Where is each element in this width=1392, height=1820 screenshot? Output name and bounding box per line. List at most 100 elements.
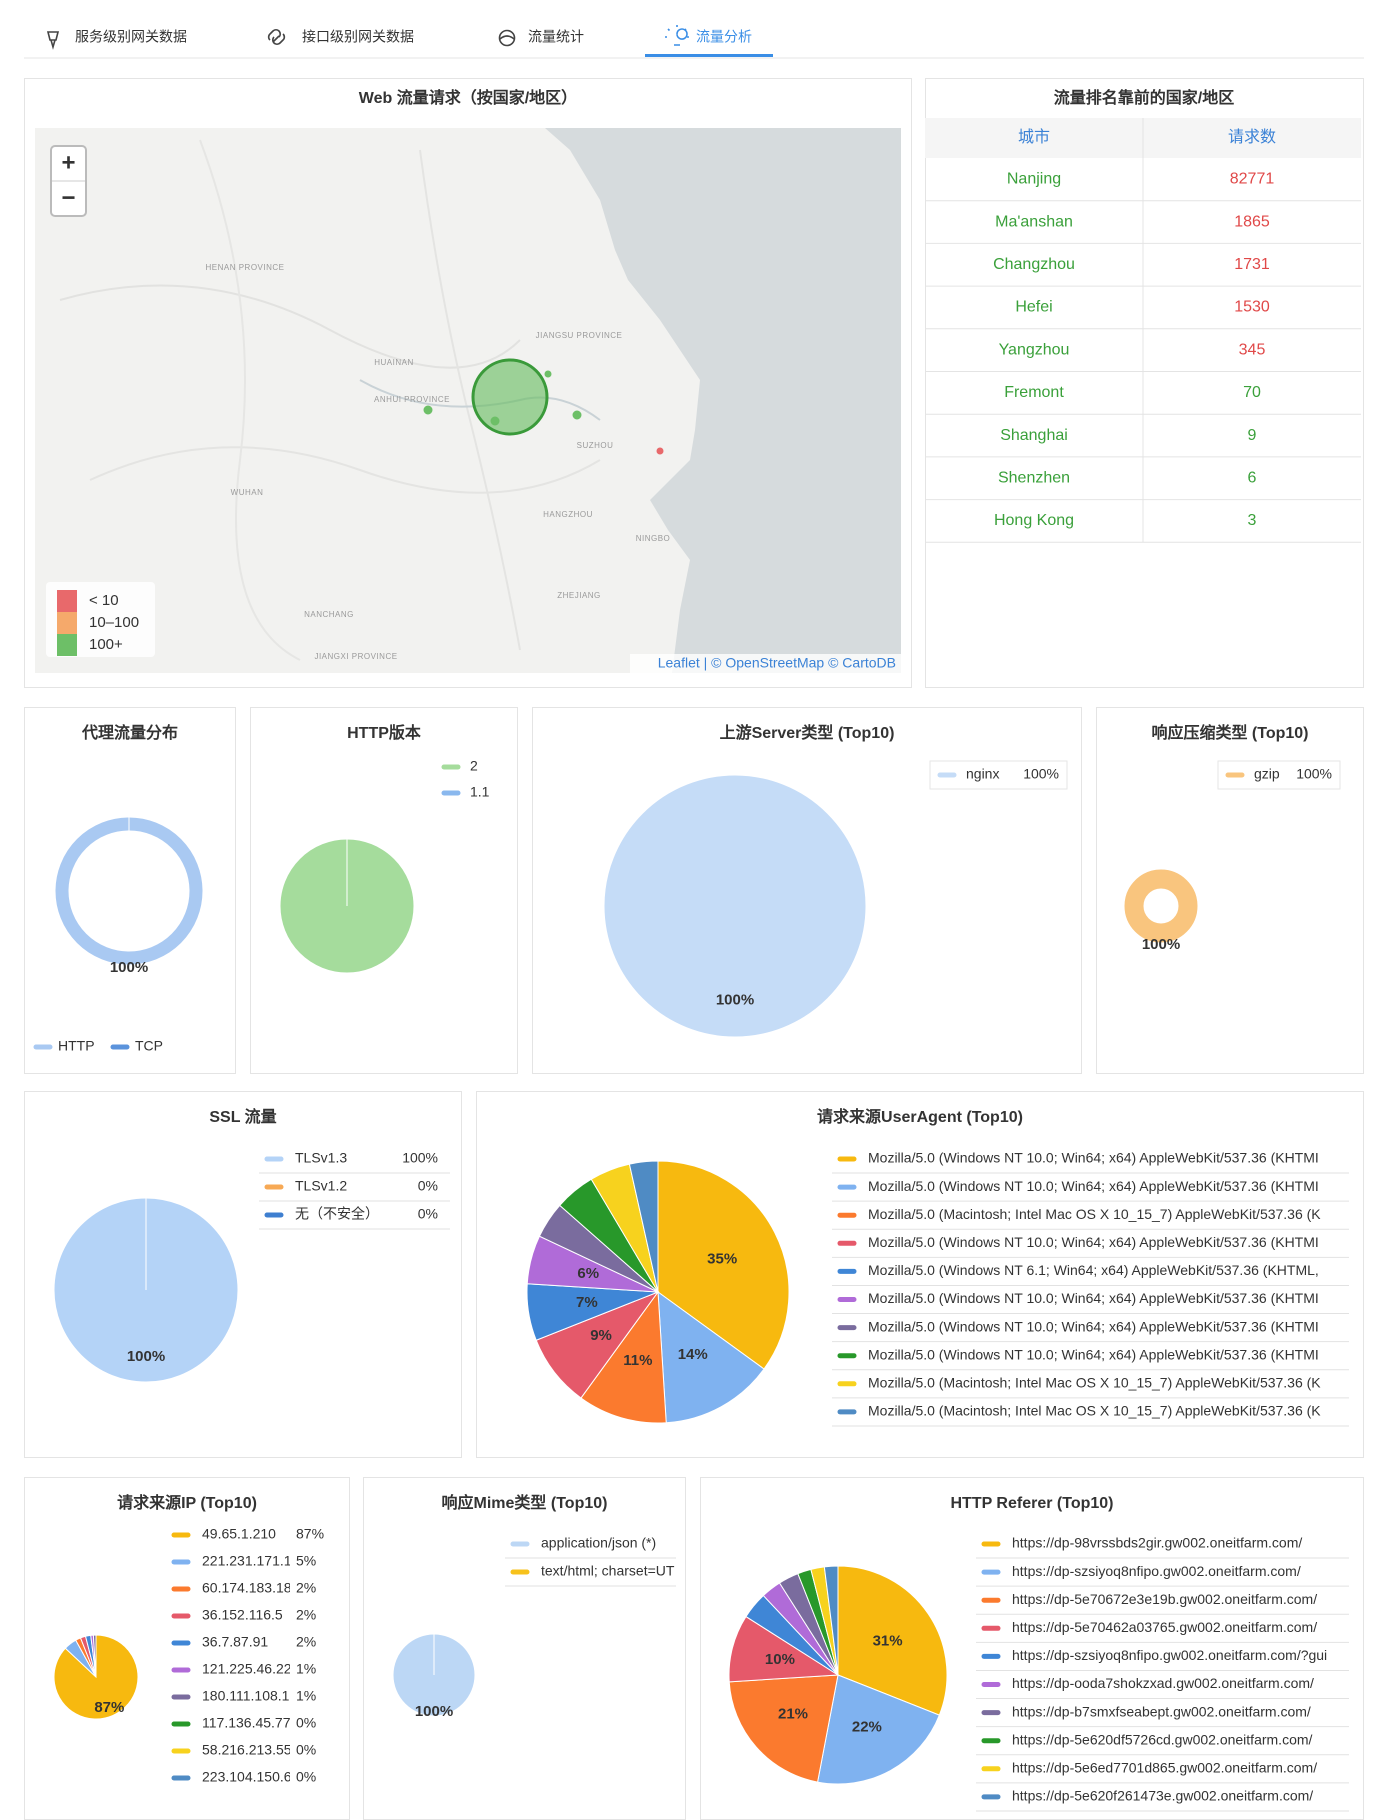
legend-label: Mozilla/5.0 (Windows NT 10.0; Win64; x64…	[868, 1290, 1319, 1306]
legend-value: 0%	[418, 1206, 438, 1222]
legend-label: 无（不安全）	[295, 1206, 379, 1222]
tab[interactable]: 流量分析	[696, 29, 752, 45]
map-marker[interactable]	[656, 447, 664, 455]
legend-label: Mozilla/5.0 (Macintosh; Intel Mac OS X 1…	[868, 1206, 1321, 1222]
table-title: 流量排名靠前的国家/地区	[1054, 88, 1234, 107]
slice-label: 14%	[678, 1346, 708, 1363]
table-cell-count: 9	[1248, 427, 1257, 444]
pie-slice	[837, 1565, 948, 1716]
slice-label: 100%	[127, 1348, 165, 1365]
legend-label: 36.152.116.5	[202, 1607, 283, 1623]
legend-label: 36.7.87.91	[202, 1634, 268, 1650]
map-marker[interactable]	[490, 416, 500, 426]
legend-label: https://dp-5e70462a03765.gw002.oneitfarm…	[1012, 1619, 1317, 1635]
legend-value: 0%	[296, 1715, 316, 1731]
pie-slice	[628, 1160, 659, 1293]
pie-slice	[603, 774, 867, 1038]
slice-label: 10%	[765, 1651, 795, 1668]
legend-value: 100%	[1296, 766, 1332, 782]
slice-label: 11%	[623, 1352, 652, 1369]
legend-label: Mozilla/5.0 (Windows NT 6.1; Win64; x64)…	[868, 1262, 1319, 1278]
map-place-label: NANCHANG	[304, 610, 354, 619]
map-sea	[545, 128, 901, 673]
legend-label: Mozilla/5.0 (Windows NT 10.0; Win64; x64…	[868, 1346, 1319, 1362]
legend-label: 117.136.45.77	[202, 1715, 291, 1731]
legend-label: 221.231.171.183	[202, 1553, 307, 1569]
legend-value: 100%	[402, 1150, 438, 1166]
tab[interactable]: 接口级别网关数据	[302, 29, 414, 45]
legend-value: 2%	[296, 1580, 316, 1596]
icon-stats-wave	[499, 35, 515, 40]
legend-value: 0%	[418, 1178, 438, 1194]
pie-slice	[823, 1565, 839, 1676]
map-marker[interactable]	[544, 370, 552, 378]
legend-label: Mozilla/5.0 (Windows NT 10.0; Win64; x64…	[868, 1234, 1319, 1250]
legend-label: TLSv1.2	[295, 1178, 347, 1194]
legend-label: gzip	[1254, 766, 1280, 782]
map-legend-swatch	[57, 634, 77, 656]
legend-label: https://dp-szsiyoq8nfipo.gw002.oneitfarm…	[1012, 1647, 1327, 1663]
map-marker[interactable]	[423, 405, 433, 415]
active-tab-underline	[645, 54, 773, 57]
legend-value: 2%	[296, 1634, 316, 1650]
legend-label: https://dp-5e6ed7701d865.gw002.oneitfarm…	[1012, 1760, 1317, 1776]
legend-value: 2%	[296, 1607, 316, 1623]
legend-value: 1%	[296, 1661, 316, 1677]
table-cell-count: 1530	[1234, 299, 1270, 316]
map-attribution: Leaflet | © OpenStreetMap © CartoDB	[658, 655, 896, 671]
tab[interactable]: 流量统计	[528, 29, 584, 45]
zoom-button[interactable]: +	[61, 149, 75, 176]
map-place-label: NINGBO	[636, 534, 671, 543]
legend-label: Mozilla/5.0 (Windows NT 10.0; Win64; x64…	[868, 1178, 1319, 1194]
slice-label: 21%	[778, 1706, 808, 1723]
legend-label: Mozilla/5.0 (Macintosh; Intel Mac OS X 1…	[868, 1375, 1321, 1391]
legend-label: text/html; charset=UT	[541, 1563, 675, 1579]
pie-slice	[657, 1290, 765, 1424]
legend-label: application/json (*)	[541, 1535, 656, 1551]
legend-label: 1.1	[470, 784, 490, 800]
chart-title: 请求来源UserAgent (Top10)	[817, 1107, 1023, 1126]
slice-label: 9%	[590, 1327, 612, 1344]
table-cell-city: Changzhou	[993, 256, 1075, 273]
legend-label: HTTP	[58, 1038, 95, 1054]
map-feature	[89, 446, 601, 494]
pie-slice	[728, 1674, 839, 1783]
map-attribution-bg	[630, 654, 901, 673]
table-cell-city: Ma'anshan	[995, 213, 1073, 230]
tab[interactable]: 服务级别网关数据	[75, 29, 187, 45]
table-cell-city: Yangzhou	[999, 341, 1070, 358]
pie-slice	[54, 816, 204, 966]
map-feature	[419, 149, 521, 651]
icon-analysis	[665, 25, 689, 46]
chart-title: HTTP Referer (Top10)	[951, 1495, 1114, 1512]
table-cell-count: 1865	[1234, 213, 1270, 230]
legend-label: https://dp-98vrssbds2gir.gw002.oneitfarm…	[1012, 1535, 1302, 1551]
legend-value: 1%	[296, 1688, 316, 1704]
table-cell-count: 6	[1248, 469, 1257, 486]
table-cell-count: 345	[1239, 341, 1266, 358]
legend-label: nginx	[966, 766, 999, 782]
map-feature	[59, 284, 521, 369]
legend-label: https://dp-ooda7shokzxad.gw002.oneitfarm…	[1012, 1675, 1314, 1691]
map-legend-label: < 10	[89, 592, 119, 609]
map-marker[interactable]	[572, 410, 582, 420]
legend-label: https://dp-b7smxfseabept.gw002.oneitfarm…	[1012, 1703, 1311, 1719]
table-cell-count: 70	[1243, 384, 1261, 401]
pie-slice	[816, 1674, 940, 1785]
legend-value: 5%	[296, 1553, 316, 1569]
slice-label: 35%	[707, 1250, 737, 1267]
table-cell-city: Hong Kong	[994, 512, 1074, 529]
legend-label: 223.104.150.64	[202, 1769, 300, 1785]
zoom-button[interactable]: −	[61, 184, 75, 211]
slice-label: 100%	[1142, 936, 1180, 953]
map-legend-label: 100+	[89, 636, 123, 653]
legend-label: 121.225.46.227	[202, 1661, 300, 1677]
chart-title: 代理流量分布	[81, 723, 178, 742]
slice-label: 31%	[873, 1632, 903, 1649]
icon-link	[267, 28, 286, 46]
table-header-cell: 请求数	[1228, 128, 1276, 146]
legend-label: https://dp-5e620f261473e.gw002.oneitfarm…	[1012, 1788, 1313, 1804]
map-marker[interactable]	[471, 358, 549, 436]
tab-icons	[46, 25, 689, 50]
